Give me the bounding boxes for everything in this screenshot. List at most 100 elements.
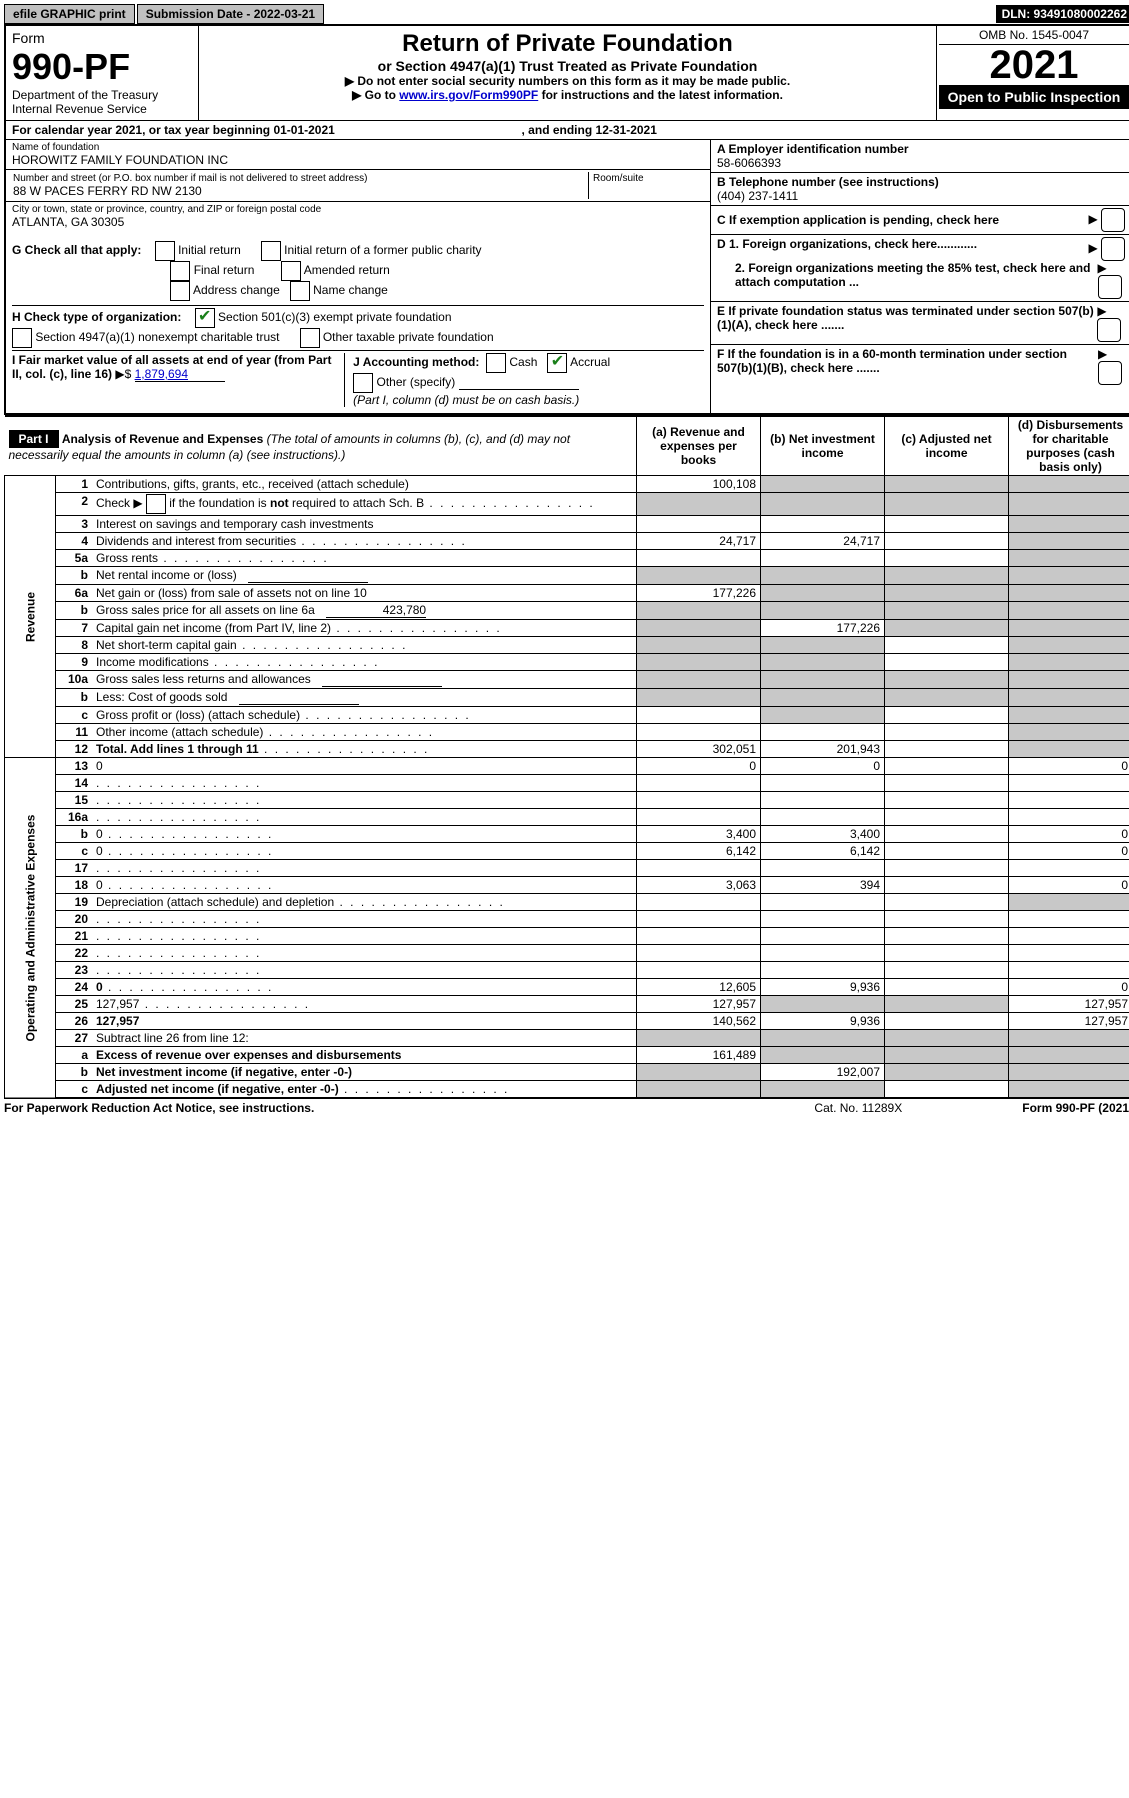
g-amended-checkbox[interactable] bbox=[281, 261, 301, 281]
line-desc bbox=[92, 775, 637, 792]
h-501c3-checkbox[interactable]: ✔ bbox=[195, 308, 215, 328]
efile-print-btn[interactable]: efile GRAPHIC print bbox=[4, 4, 135, 24]
cell-c bbox=[885, 1013, 1009, 1030]
cell-d bbox=[1009, 567, 1129, 585]
cell-b bbox=[761, 707, 885, 724]
d1-label: D 1. Foreign organizations, check here..… bbox=[717, 237, 977, 261]
instructions-link[interactable]: www.irs.gov/Form990PF bbox=[399, 88, 538, 102]
cell-d bbox=[1009, 585, 1129, 602]
cell-d bbox=[1009, 1030, 1129, 1047]
cell-d bbox=[1009, 1081, 1129, 1099]
line-desc bbox=[92, 792, 637, 809]
form-subtitle: or Section 4947(a)(1) Trust Treated as P… bbox=[203, 58, 932, 74]
cell-c bbox=[885, 620, 1009, 637]
cell-a: 161,489 bbox=[637, 1047, 761, 1064]
cell-c bbox=[885, 1081, 1009, 1099]
j-other-checkbox[interactable] bbox=[353, 373, 373, 393]
h-4947-checkbox[interactable] bbox=[12, 328, 32, 348]
line-desc: Less: Cost of goods sold bbox=[92, 689, 637, 707]
cell-b: 3,400 bbox=[761, 826, 885, 843]
cell-a: 24,717 bbox=[637, 533, 761, 550]
cell-b bbox=[761, 689, 885, 707]
fmv-link[interactable]: 1,879,694 bbox=[135, 367, 225, 382]
line-number: b bbox=[56, 602, 93, 620]
cell-a bbox=[637, 689, 761, 707]
form-number: 990-PF bbox=[12, 46, 192, 88]
cell-a bbox=[637, 792, 761, 809]
cell-a bbox=[637, 1064, 761, 1081]
f-checkbox[interactable] bbox=[1098, 361, 1122, 385]
cell-b bbox=[761, 637, 885, 654]
cell-c bbox=[885, 860, 1009, 877]
j-label: J Accounting method: bbox=[353, 355, 479, 369]
line-number: 22 bbox=[56, 945, 93, 962]
cell-a bbox=[637, 894, 761, 911]
cell-a: 140,562 bbox=[637, 1013, 761, 1030]
city-value: ATLANTA, GA 30305 bbox=[12, 215, 704, 229]
cell-c bbox=[885, 724, 1009, 741]
line-desc: 0 bbox=[92, 979, 637, 996]
line-desc: 0 bbox=[92, 843, 637, 860]
line-number: 27 bbox=[56, 1030, 93, 1047]
top-bar: efile GRAPHIC print Submission Date - 20… bbox=[4, 4, 1129, 24]
cell-c bbox=[885, 689, 1009, 707]
cell-a bbox=[637, 911, 761, 928]
cell-d bbox=[1009, 962, 1129, 979]
cell-a: 0 bbox=[637, 758, 761, 775]
cell-d: 0 bbox=[1009, 826, 1129, 843]
col-c-hdr: (c) Adjusted net income bbox=[885, 416, 1009, 476]
line-number: 5a bbox=[56, 550, 93, 567]
g-address-checkbox[interactable] bbox=[170, 281, 190, 301]
cell-d: 0 bbox=[1009, 758, 1129, 775]
cell-d bbox=[1009, 637, 1129, 654]
cell-d bbox=[1009, 945, 1129, 962]
e-checkbox[interactable] bbox=[1097, 318, 1121, 342]
room-label: Room/suite bbox=[593, 173, 703, 184]
line-number: 12 bbox=[56, 741, 93, 758]
cell-b bbox=[761, 962, 885, 979]
note-link: ▶ Go to www.irs.gov/Form990PF for instru… bbox=[203, 88, 932, 102]
cell-a bbox=[637, 620, 761, 637]
g-initial-former-checkbox[interactable] bbox=[261, 241, 281, 261]
d1-checkbox[interactable] bbox=[1101, 237, 1125, 261]
cell-c bbox=[885, 741, 1009, 758]
cell-a bbox=[637, 724, 761, 741]
c-checkbox[interactable] bbox=[1101, 208, 1125, 232]
cell-b bbox=[761, 493, 885, 516]
cell-b bbox=[761, 775, 885, 792]
footer: For Paperwork Reduction Act Notice, see … bbox=[4, 1099, 1129, 1115]
cell-d: 127,957 bbox=[1009, 996, 1129, 1013]
cell-b bbox=[761, 654, 885, 671]
irs: Internal Revenue Service bbox=[12, 102, 192, 116]
line-desc: Capital gain net income (from Part IV, l… bbox=[92, 620, 637, 637]
line-number: 26 bbox=[56, 1013, 93, 1030]
line-desc: Total. Add lines 1 through 11 bbox=[92, 741, 637, 758]
j-cash-checkbox[interactable] bbox=[486, 353, 506, 373]
cell-a: 127,957 bbox=[637, 996, 761, 1013]
city-label: City or town, state or province, country… bbox=[12, 204, 704, 215]
cell-a: 3,063 bbox=[637, 877, 761, 894]
cell-a bbox=[637, 1081, 761, 1099]
d2-checkbox[interactable] bbox=[1098, 275, 1122, 299]
cell-c bbox=[885, 962, 1009, 979]
line-desc: Net gain or (loss) from sale of assets n… bbox=[92, 585, 637, 602]
cell-c bbox=[885, 792, 1009, 809]
g-final-checkbox[interactable] bbox=[170, 261, 190, 281]
dept: Department of the Treasury bbox=[12, 88, 192, 102]
line-desc: 0 bbox=[92, 758, 637, 775]
cell-c bbox=[885, 585, 1009, 602]
line-number: 23 bbox=[56, 962, 93, 979]
g-initial-checkbox[interactable] bbox=[155, 241, 175, 261]
side-expenses: Operating and Administrative Expenses bbox=[5, 758, 56, 1099]
cell-d bbox=[1009, 860, 1129, 877]
line-number: 16a bbox=[56, 809, 93, 826]
f-label: F If the foundation is in a 60-month ter… bbox=[717, 347, 1098, 385]
cell-d bbox=[1009, 741, 1129, 758]
g-name-checkbox[interactable] bbox=[290, 281, 310, 301]
line-desc: 127,957 bbox=[92, 996, 637, 1013]
form-title-cell: Return of Private Foundation or Section … bbox=[199, 25, 937, 121]
h-other-checkbox[interactable] bbox=[300, 328, 320, 348]
j-accrual-checkbox[interactable]: ✔ bbox=[547, 353, 567, 373]
line-number: 18 bbox=[56, 877, 93, 894]
h-label: H Check type of organization: bbox=[12, 310, 181, 324]
